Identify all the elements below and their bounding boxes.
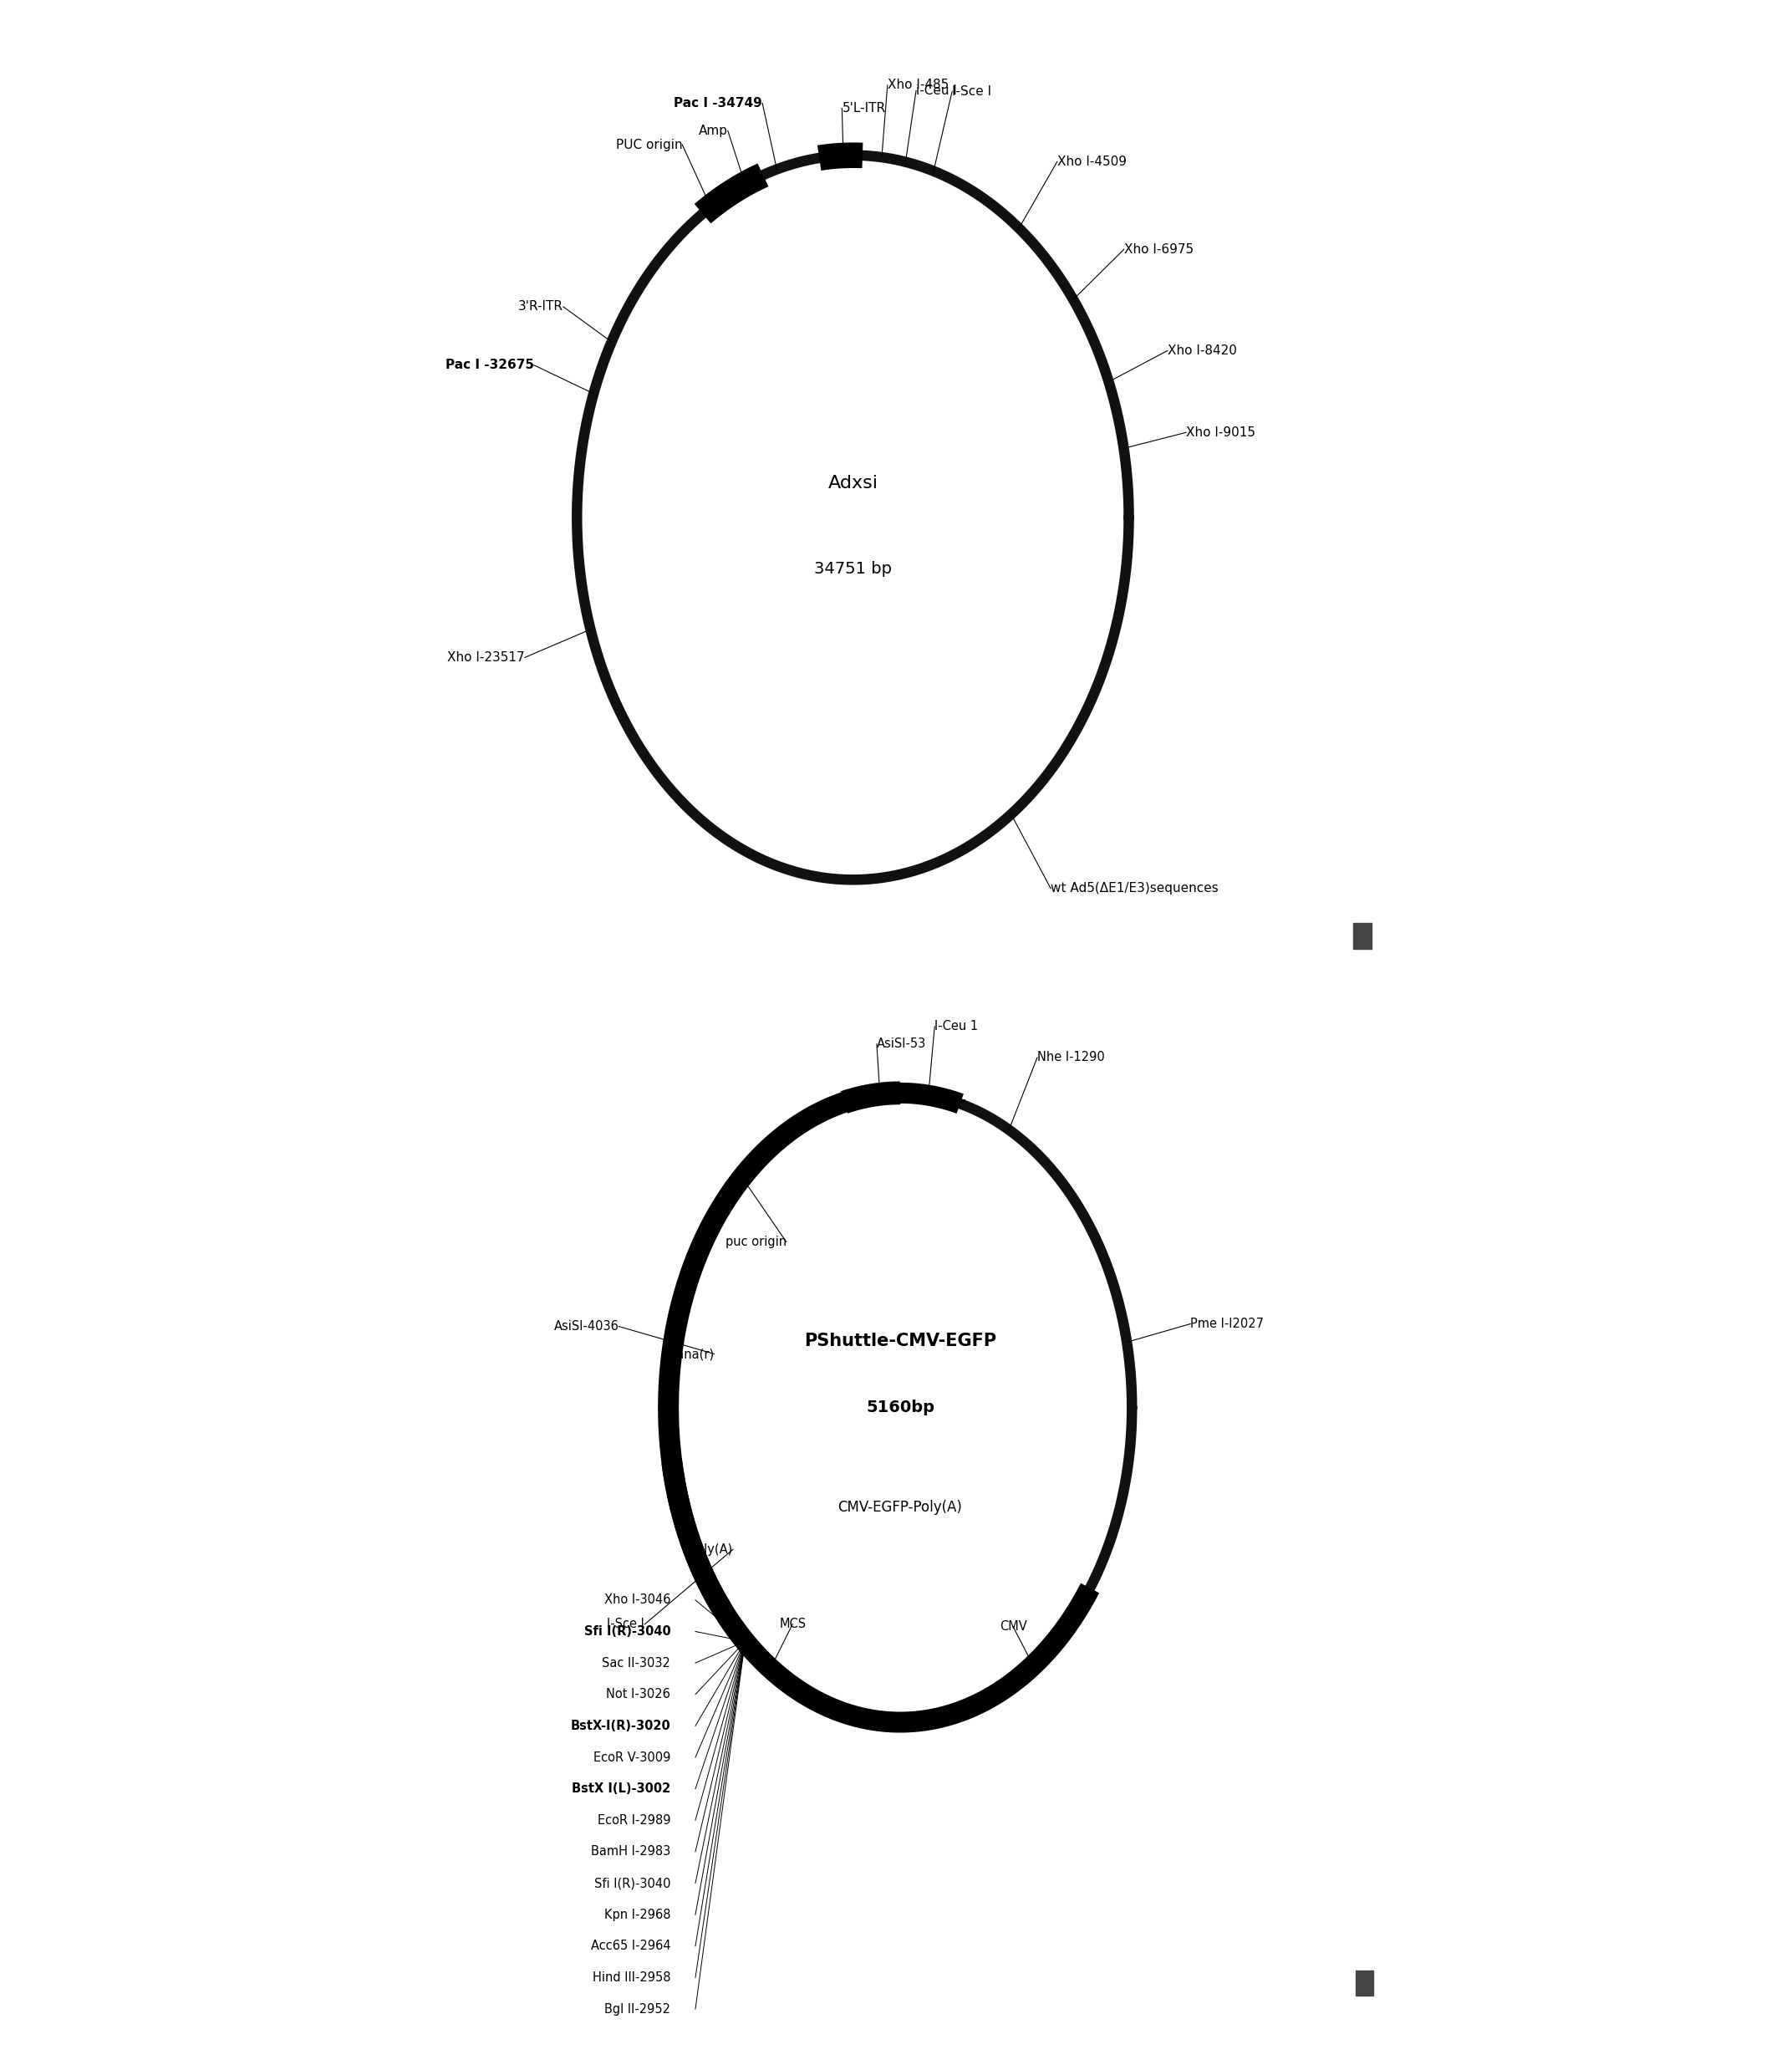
Text: wt Ad5(ΔE1/E3)sequences: wt Ad5(ΔE1/E3)sequences (1050, 882, 1219, 894)
Text: Amp: Amp (699, 124, 728, 137)
Text: Bgl II-2952: Bgl II-2952 (604, 2004, 670, 2016)
Text: CMV-EGFP-Poly(A): CMV-EGFP-Poly(A) (839, 1499, 962, 1515)
Text: Kpn I-2968: Kpn I-2968 (604, 1909, 670, 1921)
Text: 5160bp: 5160bp (866, 1399, 934, 1416)
Text: 5'L-ITR: 5'L-ITR (842, 101, 885, 114)
Text: BstX-I(R)-3020: BstX-I(R)-3020 (570, 1720, 670, 1733)
Text: Hind III-2958: Hind III-2958 (593, 1971, 670, 1983)
Text: I-Ceu 1: I-Ceu 1 (935, 1021, 978, 1033)
Text: Xho I-8420: Xho I-8420 (1168, 344, 1236, 356)
Text: PShuttle-CMV-EGFP: PShuttle-CMV-EGFP (805, 1333, 996, 1350)
Text: Xho I-23517: Xho I-23517 (448, 652, 525, 664)
Text: Not I-3026: Not I-3026 (606, 1689, 670, 1702)
Text: AsiSI-53: AsiSI-53 (876, 1037, 926, 1049)
Text: EcoR V-3009: EcoR V-3009 (593, 1751, 670, 1764)
Text: AsiSI-4036: AsiSI-4036 (554, 1321, 618, 1333)
Text: Pac I -32675: Pac I -32675 (446, 358, 534, 371)
Text: CMV: CMV (1000, 1621, 1027, 1633)
Text: MCS: MCS (780, 1619, 806, 1631)
Text: Sac II-3032: Sac II-3032 (602, 1656, 670, 1668)
Text: I-Sce I: I-Sce I (952, 85, 991, 97)
Text: Pac I -34749: Pac I -34749 (674, 97, 762, 110)
Text: i-Ceu I: i-Ceu I (916, 85, 957, 97)
Text: Nhe I-1290: Nhe I-1290 (1038, 1052, 1104, 1064)
Bar (1353, 923, 1373, 948)
Text: BstX I(L)-3002: BstX I(L)-3002 (572, 1782, 670, 1795)
Text: Sfi I(R)-3040: Sfi I(R)-3040 (584, 1625, 670, 1637)
Text: Adxsi: Adxsi (828, 474, 878, 491)
Text: Pme I-I2027: Pme I-I2027 (1190, 1319, 1263, 1331)
Text: puc origin: puc origin (726, 1236, 787, 1248)
Text: Sfi I(R)-3040: Sfi I(R)-3040 (595, 1877, 670, 1890)
Bar (1355, 1971, 1374, 1995)
Text: 3'R-ITR: 3'R-ITR (518, 300, 563, 313)
Text: Xho I-3046: Xho I-3046 (604, 1594, 670, 1606)
Text: Xho I-9015: Xho I-9015 (1186, 426, 1256, 439)
Text: Xho I-485: Xho I-485 (887, 79, 948, 91)
Text: PUC origin: PUC origin (616, 139, 683, 151)
Text: BamH I-2983: BamH I-2983 (591, 1846, 670, 1859)
Text: 34751 bp: 34751 bp (814, 561, 892, 578)
Text: Acc65 I-2964: Acc65 I-2964 (591, 1940, 670, 1952)
Text: Poly(A): Poly(A) (690, 1542, 733, 1555)
Text: Xho I-4509: Xho I-4509 (1057, 155, 1127, 168)
Text: EcoR I-2989: EcoR I-2989 (597, 1813, 670, 1826)
Text: Kana(r): Kana(r) (668, 1348, 715, 1360)
Text: I-Sce I: I-Sce I (607, 1619, 645, 1631)
Text: Xho I-6975: Xho I-6975 (1124, 242, 1193, 255)
